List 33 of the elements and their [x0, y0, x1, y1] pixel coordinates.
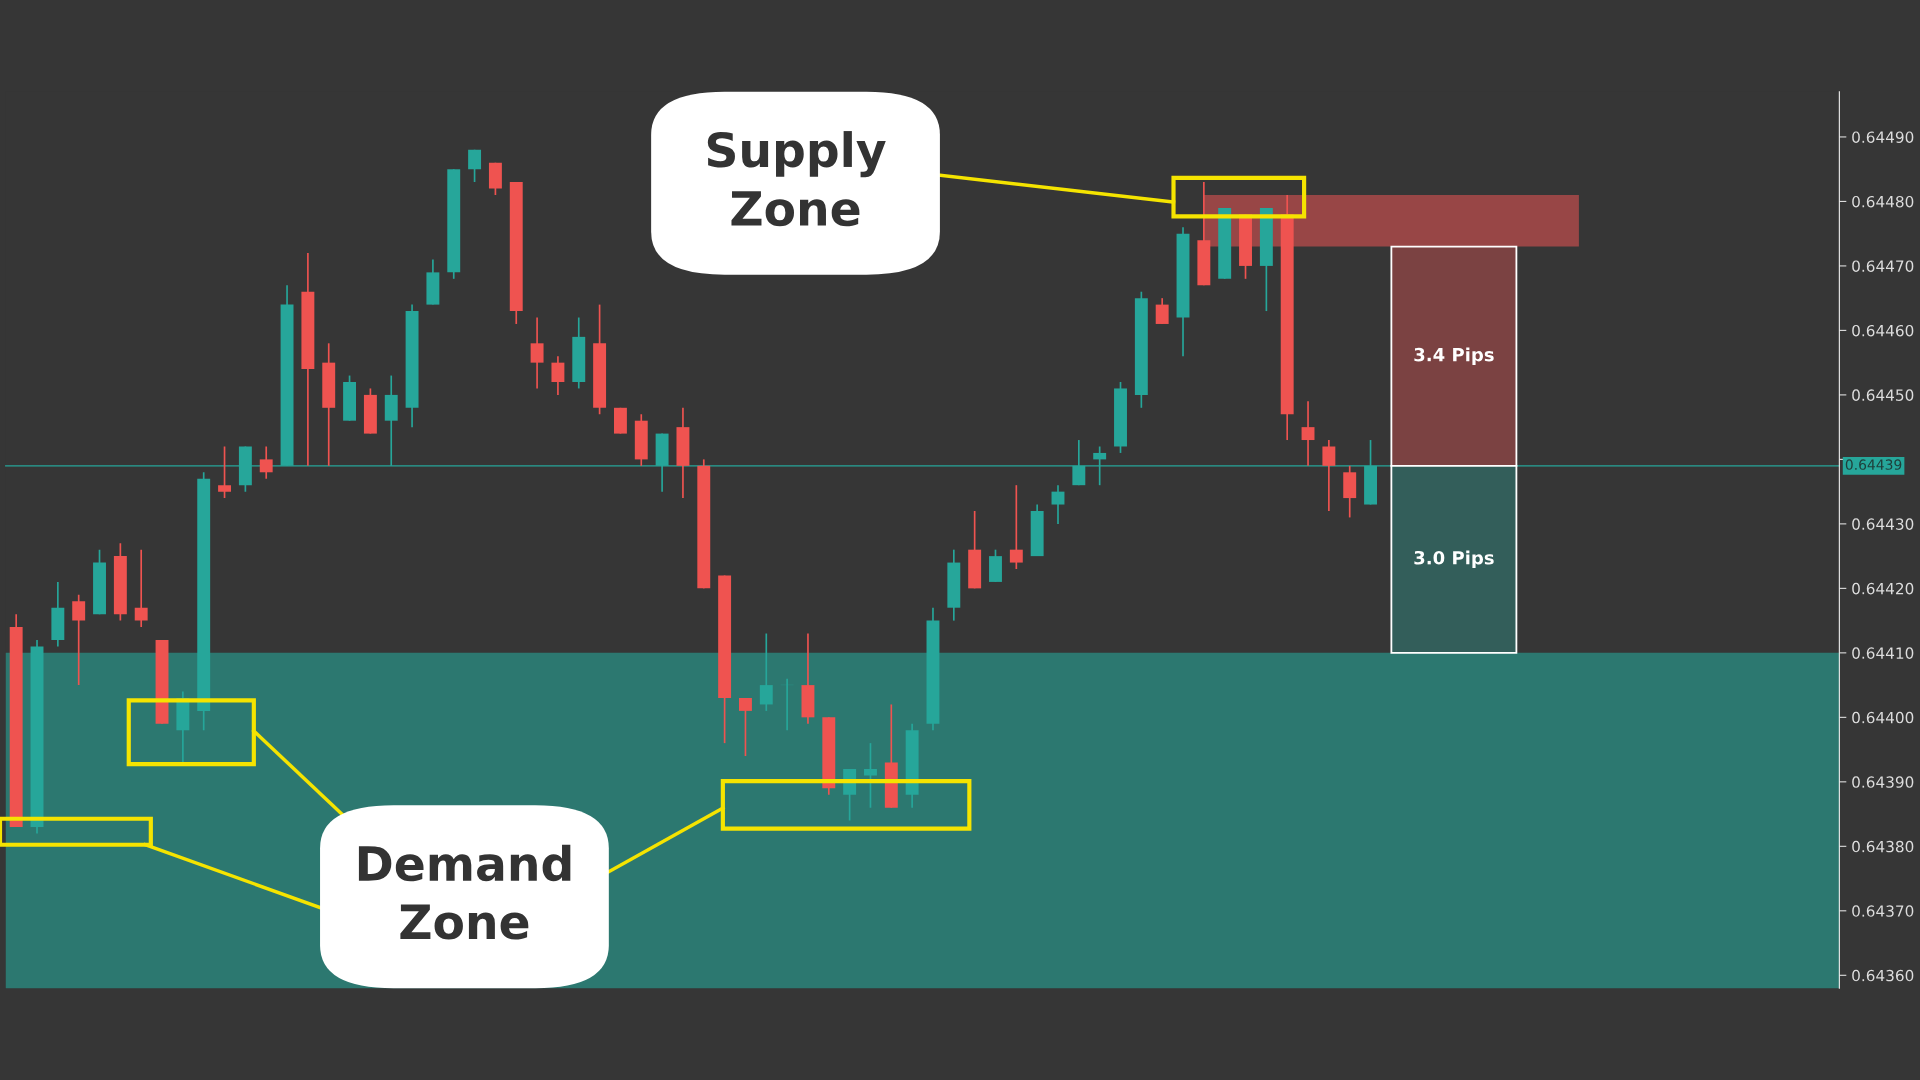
candlestick: [1301, 400, 1315, 467]
candlestick: [468, 149, 482, 183]
y-tick-label: 0.64400: [1852, 711, 1914, 724]
y-tick-label: 0.64420: [1852, 582, 1914, 595]
candlestick: [134, 548, 148, 628]
candlestick: [259, 445, 273, 480]
candlestick: [1322, 439, 1336, 512]
candlestick: [1051, 484, 1065, 525]
y-tick-label: 0.64410: [1852, 647, 1914, 659]
y-tick-label: 0.64390: [1852, 776, 1914, 788]
candlestick: [530, 316, 544, 390]
y-tick-label: 0.64480: [1852, 195, 1914, 208]
candlestick: [551, 355, 565, 396]
candlestick: [738, 697, 752, 757]
y-tick-label: 0.64490: [1852, 131, 1914, 143]
candlestick: [759, 632, 773, 712]
y-tick-label: 0.64470: [1852, 260, 1914, 272]
candlestick: [1155, 297, 1169, 325]
annotation: Demand Zone: [358, 844, 571, 940]
candlestick: [1009, 484, 1023, 570]
annotation: Supply Zone: [707, 131, 886, 227]
candlestick: [864, 742, 877, 809]
y-tick-label: 0.64460: [1852, 324, 1914, 337]
y-tick-label: 0.64450: [1852, 389, 1914, 401]
y-tick-label: 0.64380: [1852, 840, 1914, 853]
annotation: 3.4 Pips: [1414, 347, 1494, 365]
candlestick: [218, 445, 231, 499]
y-tick-label: 0.64430: [1852, 518, 1914, 530]
annotation: 3.0 Pips: [1414, 550, 1494, 569]
ref-line-label: 0.64439: [1845, 459, 1902, 470]
y-tick-label: 0.64370: [1852, 905, 1914, 917]
y-tick-label: 0.64360: [1852, 969, 1914, 982]
candlestick: [72, 593, 86, 686]
